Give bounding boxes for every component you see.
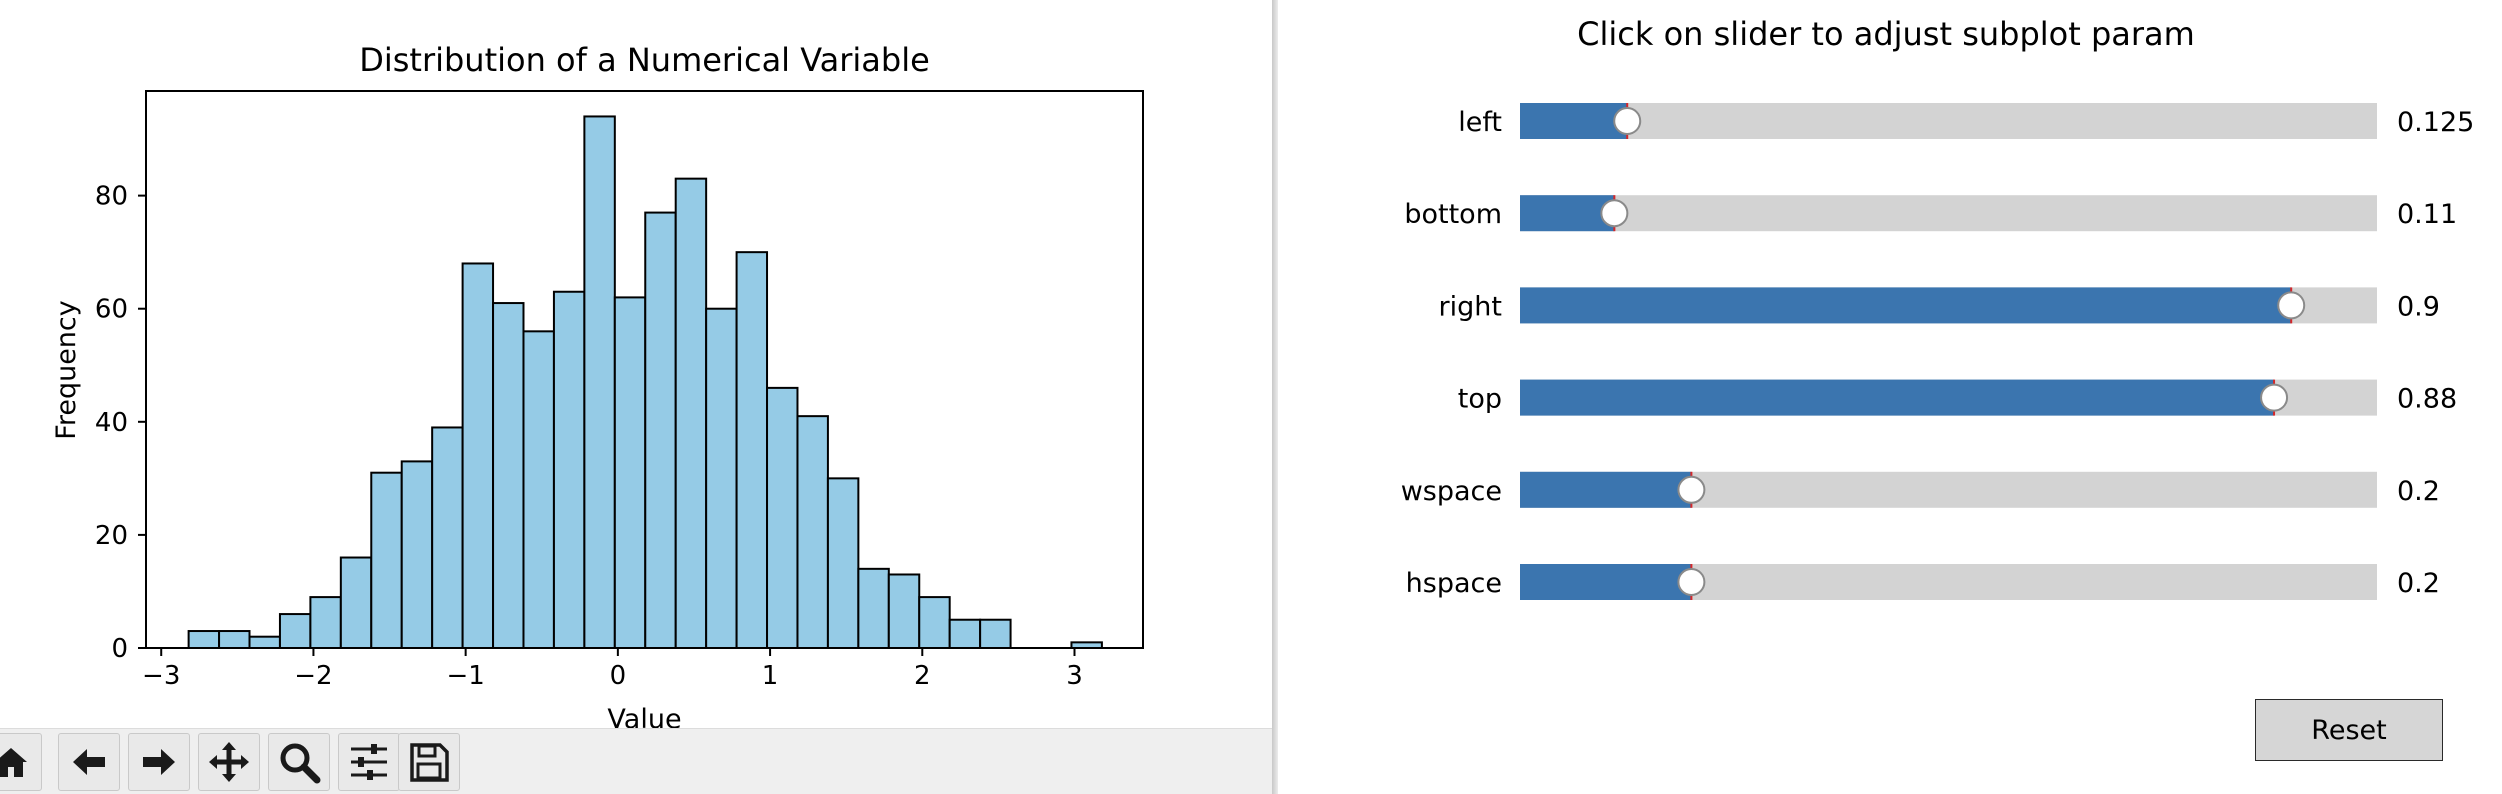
x-tick-label: 2 — [914, 661, 931, 691]
y-axis-label: Frequency — [51, 300, 82, 440]
slider-fill — [1520, 471, 1692, 508]
histogram-bar — [735, 251, 769, 649]
histogram-bar — [492, 302, 525, 649]
histogram-bar — [979, 618, 1012, 650]
slider-track — [1520, 195, 2377, 232]
y-tick-label: 40 — [95, 408, 128, 438]
histogram-chart: −3 −2 −1 0 1 2 3 0 20 40 60 80 Distribution of a Num… — [51, 41, 1144, 728]
y-tick-label: 20 — [95, 521, 128, 551]
axes-frame — [145, 90, 1144, 649]
forward-arrow-icon — [143, 749, 175, 775]
histogram-bar — [766, 386, 799, 649]
home-icon — [0, 748, 27, 777]
slider-bottom[interactable]: bottom 0.11 — [1404, 195, 2457, 232]
figure-window: −3 −2 −1 0 1 2 3 0 20 40 60 80 Distribution of a Num… — [0, 0, 1272, 794]
slider-value: 0.2 — [2397, 476, 2440, 507]
slider-fill — [1520, 195, 1615, 232]
home-button[interactable] — [0, 733, 42, 791]
histogram-bar — [674, 177, 708, 649]
slider-left[interactable]: left 0.125 — [1458, 103, 2474, 139]
histogram-bar — [187, 630, 221, 649]
back-arrow-icon — [73, 749, 105, 775]
slider-label: left — [1458, 107, 1502, 138]
window-divider — [1272, 0, 1278, 794]
slider-wspace[interactable]: wspace 0.2 — [1401, 471, 2440, 508]
histogram-bar — [248, 635, 281, 650]
slider-value: 0.88 — [2397, 384, 2457, 415]
histogram-bar — [552, 290, 586, 649]
histogram-bar — [218, 630, 251, 649]
slider-handle[interactable] — [2277, 291, 2306, 320]
histogram-bar — [613, 296, 647, 649]
slider-label: right — [1439, 291, 1502, 322]
slider-handle[interactable] — [1677, 568, 1706, 596]
histogram-bar — [400, 460, 434, 649]
forward-button[interactable] — [128, 733, 190, 791]
configure-subplots-button[interactable] — [338, 733, 400, 791]
histogram-bar — [948, 618, 982, 650]
histogram-bar — [826, 477, 860, 649]
histogram-bar — [796, 415, 829, 649]
histogram-bar — [887, 573, 921, 649]
histogram-bar — [522, 330, 555, 649]
y-tick-label: 80 — [95, 182, 128, 212]
slider-fill — [1520, 379, 2275, 416]
x-tick-label: 1 — [762, 661, 779, 691]
x-tick-label: 0 — [610, 661, 627, 691]
subplot-tool-title: Click on slider to adjust subplot param — [1577, 15, 2195, 53]
slider-hspace[interactable]: hspace 0.2 — [1406, 564, 2440, 600]
x-tick-label: 3 — [1066, 661, 1083, 691]
slider-handle[interactable] — [1613, 107, 1642, 135]
subplot-tool-window: Click on slider to adjust subplot param l… — [1278, 0, 2502, 794]
histogram-bar — [339, 556, 373, 649]
slider-value: 0.11 — [2397, 199, 2457, 230]
histogram-bar — [644, 211, 677, 649]
slider-top[interactable]: top 0.88 — [1458, 379, 2457, 416]
histogram-bar — [309, 596, 342, 650]
back-button[interactable] — [58, 733, 120, 791]
navigation-toolbar — [0, 728, 1272, 794]
slider-track — [1520, 103, 2377, 139]
slider-handle[interactable] — [2260, 383, 2289, 412]
slider-value: 0.2 — [2397, 568, 2440, 599]
configure-subplots-icon — [351, 744, 387, 780]
slider-label: top — [1458, 384, 1502, 415]
x-axis-label: Value — [607, 704, 681, 728]
slider-fill — [1520, 287, 2292, 324]
histogram-bar — [583, 115, 616, 649]
histogram-bar — [461, 262, 495, 649]
histogram-bar — [705, 307, 738, 649]
histogram-bar — [278, 613, 312, 649]
save-icon — [410, 743, 449, 782]
y-tick-label: 60 — [95, 295, 128, 325]
slider-label: bottom — [1404, 199, 1502, 230]
subplot-sliders: Click on slider to adjust subplot param l… — [1401, 15, 2474, 600]
pan-icon — [209, 742, 249, 782]
slider-label: hspace — [1406, 568, 1502, 599]
y-tick-label: 0 — [111, 634, 128, 664]
figure-canvas[interactable]: −3 −2 −1 0 1 2 3 0 20 40 60 80 Distribution of a Num… — [0, 0, 1272, 728]
slider-right[interactable]: right 0.9 — [1439, 287, 2440, 324]
slider-handle[interactable] — [1677, 475, 1706, 504]
histogram-bar — [431, 426, 464, 649]
slider-handle[interactable] — [1600, 199, 1629, 228]
pan-button[interactable] — [198, 733, 260, 791]
zoom-icon — [280, 743, 321, 784]
slider-value: 0.125 — [2397, 107, 2474, 138]
chart-title: Distribution of a Numerical Variable — [359, 41, 930, 79]
histogram-bar — [370, 471, 403, 649]
reset-button[interactable]: Reset — [2255, 699, 2443, 761]
histogram-bar — [918, 596, 951, 650]
save-button[interactable] — [398, 733, 460, 791]
slider-label: wspace — [1401, 476, 1502, 507]
x-tick-label: −2 — [294, 661, 332, 691]
slider-fill — [1520, 103, 1628, 139]
slider-fill — [1520, 564, 1692, 600]
x-tick-label: −3 — [142, 661, 180, 691]
zoom-button[interactable] — [268, 733, 330, 791]
x-tick-label: −1 — [446, 661, 484, 691]
histogram-bar — [857, 567, 890, 649]
slider-value: 0.9 — [2397, 291, 2440, 322]
